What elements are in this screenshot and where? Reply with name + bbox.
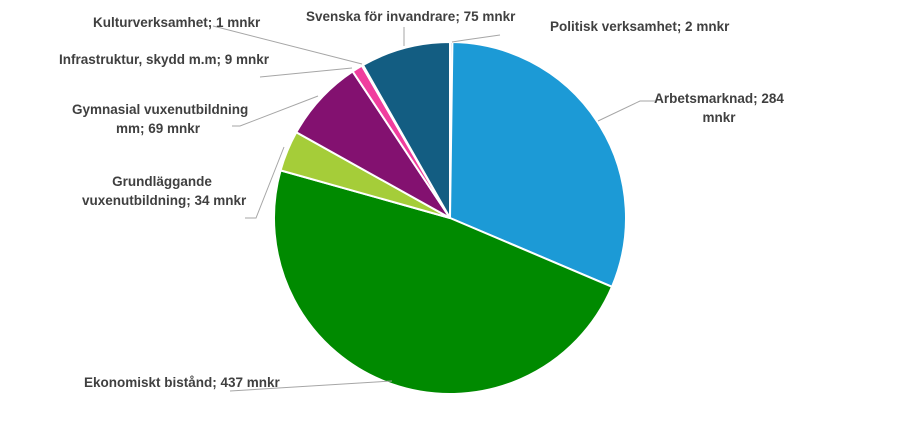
leader-line-infra — [259, 67, 353, 78]
label-gymn-line1: Gymnasial vuxenutbildning — [72, 102, 249, 117]
label-ekonomiskt: Ekonomiskt bistånd; 437 mnkr — [84, 375, 280, 390]
leader-line-ekonomiskt — [229, 380, 393, 392]
label-grund: Grundläggande vuxenutbildning; 34 mnkr — [82, 172, 247, 210]
leader-line-grund — [245, 146, 285, 219]
label-gymn: Gymnasial vuxenutbildning mm; 69 mnkr — [72, 100, 249, 138]
label-arbetsmarknad: Arbetsmarknad; 284 mnkr — [654, 89, 784, 127]
pie-slice-arbetsmarknad — [449, 41, 627, 288]
leader-line-kultur — [212, 25, 363, 65]
label-grund-line1: Grundläggande — [112, 174, 212, 189]
pie-slice-svenska-för-invandrare — [361, 41, 451, 219]
label-grund-line2: vuxenutbildning; 34 mnkr — [82, 193, 247, 208]
label-infra: Infrastruktur, skydd m.m; 9 mnkr — [59, 52, 270, 67]
leader-line-politisk — [451, 34, 501, 43]
label-kultur: Kulturverksamhet; 1 mnkr — [93, 15, 261, 30]
pie-slice-ekonomiskt-bistånd — [273, 169, 613, 395]
label-svenska: Svenska för invandrare; 75 mnkr — [306, 9, 516, 24]
label-politisk: Politisk verksamhet; 2 mnkr — [550, 19, 730, 34]
leader-line-gymn — [232, 95, 319, 127]
leader-lines — [212, 25, 655, 392]
label-gymn-line2: mm; 69 mnkr — [115, 121, 201, 136]
leader-line-arbetsmarknad — [597, 100, 655, 122]
label-arbetsmarknad-line2: mnkr — [702, 110, 736, 125]
label-arbetsmarknad-line1: Arbetsmarknad; 284 — [654, 91, 784, 106]
pie-slices — [273, 41, 627, 395]
